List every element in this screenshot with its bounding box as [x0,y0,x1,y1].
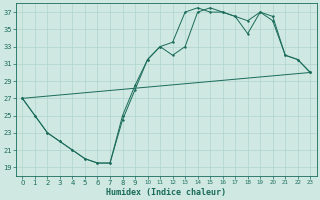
X-axis label: Humidex (Indice chaleur): Humidex (Indice chaleur) [106,188,226,197]
